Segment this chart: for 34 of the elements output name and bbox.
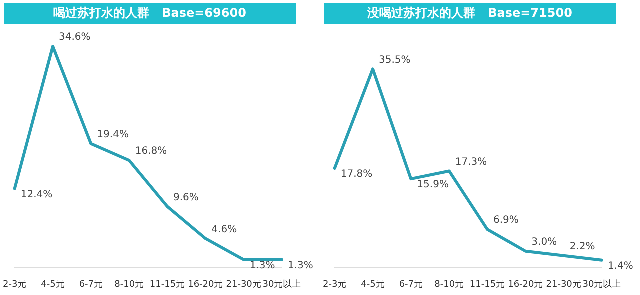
x-tick-label: 21-30元 (226, 278, 262, 290)
data-label: 35.5% (379, 54, 411, 66)
data-label: 12.4% (20, 189, 53, 200)
data-label: 1.3% (288, 260, 314, 272)
x-tick-label: 6-7元 (399, 278, 424, 290)
data-label: 17.8% (340, 169, 373, 180)
x-tick-label: 8-10元 (114, 278, 144, 290)
x-tick-label: 6-7元 (79, 278, 104, 290)
data-label: 3.0% (532, 236, 558, 248)
x-tick-label: 2-3元 (3, 278, 27, 290)
chart-title: 喝过苏打水的人群 Base=69600 (4, 3, 296, 24)
x-tick-label: 30元以上 (262, 278, 302, 290)
x-tick-label: 4-5元 (41, 278, 65, 290)
data-label: 15.9% (417, 180, 449, 191)
data-label: 4.6% (212, 224, 238, 236)
x-tick-label: 4-5元 (361, 278, 385, 290)
data-label: 2.2% (570, 241, 596, 252)
x-tick-label: 11-15元 (470, 278, 506, 290)
chart-title: 没喝过苏打水的人群 Base=71500 (324, 3, 616, 24)
x-tick-label: 11-15元 (150, 278, 186, 290)
x-tick-label: 16-20元 (508, 278, 544, 290)
x-tick-label: 2-3元 (323, 278, 347, 290)
data-label: 17.3% (455, 156, 488, 168)
data-label: 1.3% (250, 260, 276, 272)
data-label: 6.9% (494, 215, 519, 226)
x-tick-label: 8-10元 (434, 278, 464, 290)
x-tick-label: 21-30元 (546, 278, 582, 290)
x-tick-label: 16-20元 (188, 278, 224, 290)
data-label: 34.6% (59, 32, 91, 44)
data-label: 1.4% (608, 260, 634, 272)
data-label: 9.6% (174, 192, 199, 204)
data-label: 19.4% (97, 130, 129, 141)
data-label: 16.8% (135, 146, 168, 158)
x-tick-label: 30元以上 (582, 278, 622, 290)
